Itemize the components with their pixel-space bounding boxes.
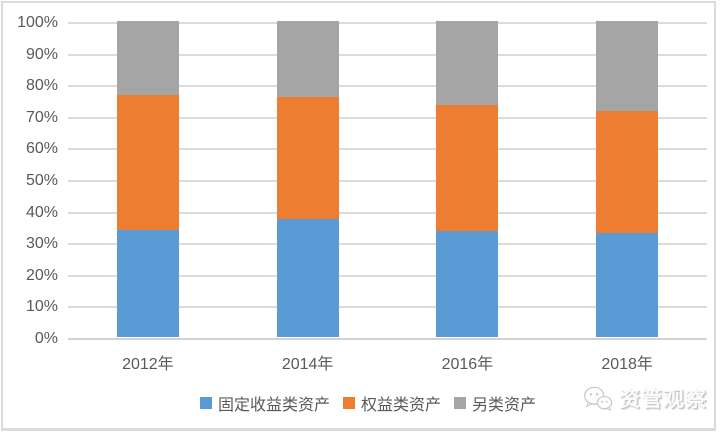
watermark-label: 资管观察	[619, 388, 707, 411]
bar-segment-固定收益类资产	[116, 229, 179, 337]
y-axis-tick-label: 10%	[25, 298, 58, 316]
y-axis-tick-label: 50%	[25, 172, 58, 189]
legend: 固定收益类资产 权益类资产 另类资产	[0, 391, 722, 415]
bar-segment-固定收益类资产	[276, 218, 339, 337]
legend-item-固定收益类资产: 固定收益类资产	[199, 391, 330, 415]
bar-segment-权益类资产	[116, 95, 179, 230]
bar-segment-另类资产	[436, 21, 499, 105]
y-axis-tick-label: 70%	[25, 108, 58, 126]
y-axis-tick-label: 100%	[17, 14, 58, 31]
x-axis-tick-label: 2012年	[122, 356, 174, 373]
legend-label: 固定收益类资产	[217, 397, 330, 414]
gridline	[68, 148, 707, 151]
legend-label: 另类资产	[472, 397, 537, 414]
watermark: 资管观察	[583, 383, 707, 413]
stacked-bar-2016年	[436, 21, 499, 337]
gridline	[68, 211, 707, 214]
y-axis-tick-label: 40%	[25, 203, 58, 221]
legend-item-权益类资产: 权益类资产	[342, 391, 441, 415]
gridline	[68, 22, 707, 24]
legend-swatch-icon	[342, 397, 355, 409]
bar-segment-权益类资产	[596, 111, 659, 233]
legend-swatch-icon	[199, 397, 212, 409]
gridline	[68, 306, 707, 309]
legend-item-另类资产: 另类资产	[454, 391, 536, 415]
y-axis-tick-label: 60%	[25, 140, 58, 158]
gridline	[68, 116, 707, 119]
stacked-bar-2018年	[596, 21, 659, 337]
x-axis-tick-label: 2018年	[601, 356, 653, 373]
y-axis-tick-label: 0%	[34, 330, 58, 347]
bar-segment-另类资产	[116, 21, 179, 96]
stacked-bar-2012年	[116, 21, 179, 337]
stacked-bar-2014年	[276, 21, 339, 337]
gridline	[68, 243, 707, 246]
x-axis-tick-label: 2016年	[441, 356, 494, 373]
y-axis-tick-label: 80%	[25, 77, 58, 95]
y-axis-tick-label: 30%	[25, 235, 58, 253]
gridline	[68, 85, 707, 88]
gridline	[68, 180, 707, 182]
plot-area	[68, 21, 707, 340]
bar-segment-另类资产	[596, 21, 659, 112]
bar-segment-固定收益类资产	[596, 232, 659, 337]
gridline	[68, 274, 707, 277]
x-axis-baseline	[68, 338, 707, 340]
legend-label: 权益类资产	[360, 397, 441, 414]
y-axis-tick-label: 20%	[25, 266, 58, 284]
bar-segment-权益类资产	[436, 104, 499, 232]
gridline	[68, 53, 707, 56]
x-axis-tick-label: 2014年	[281, 356, 334, 373]
bar-segment-另类资产	[276, 21, 339, 97]
y-axis-tick-label: 90%	[25, 45, 58, 63]
legend-swatch-icon	[454, 397, 466, 409]
bar-segment-权益类资产	[276, 96, 339, 219]
bar-segment-固定收益类资产	[436, 231, 499, 337]
wechat-icon	[584, 386, 613, 411]
